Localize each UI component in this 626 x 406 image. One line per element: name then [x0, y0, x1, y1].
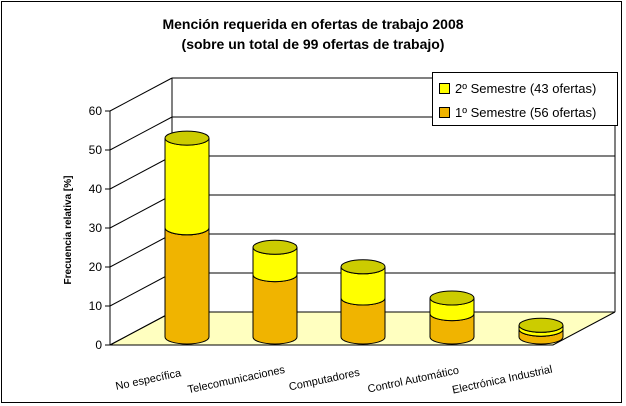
bar-top-cap	[340, 259, 386, 275]
y-tick-label: 60	[89, 104, 103, 118]
side-gridline	[109, 272, 173, 307]
y-tick-label: 0	[95, 338, 102, 352]
side-gridline	[109, 194, 173, 229]
bar-top-cap	[164, 130, 210, 146]
chart-subtitle-line: (sobre un total de 99 ofertas de trabajo…	[181, 36, 445, 52]
legend: 2º Semestre (43 ofertas) 1º Semestre (56…	[432, 72, 618, 126]
side-gridline	[109, 155, 173, 190]
legend-item-1st-semester: 1º Semestre (56 ofertas)	[439, 103, 596, 121]
y-tick-label: 30	[89, 221, 103, 235]
chart-title-line: Mención requerida en ofertas de trabajo …	[162, 16, 464, 32]
bar-top-cap	[252, 239, 298, 255]
chart-title: Mención requerida en ofertas de trabajo …	[0, 14, 626, 54]
x-tick-label: No específica	[115, 367, 184, 393]
bar-top-cap	[518, 317, 564, 333]
y-tick-label: 20	[89, 260, 103, 274]
x-tick-label: Electrónica Industrial	[451, 364, 553, 397]
side-gridline	[109, 116, 173, 151]
legend-swatch-2nd-semester	[439, 82, 450, 94]
y-tick-label: 50	[89, 143, 103, 157]
side-gridline	[109, 77, 173, 112]
bar-1st-semester	[252, 274, 298, 345]
x-tick-label: Computadores	[288, 367, 362, 394]
bar-1st-semester	[164, 227, 210, 345]
legend-label-1st-semester: 1º Semestre (56 ofertas)	[455, 104, 597, 120]
x-tick-label: Control Automático	[367, 365, 460, 396]
y-axis-label: Frecuencia relativa [%]	[63, 175, 74, 285]
y-tick-label: 10	[89, 299, 103, 313]
bar-2nd-semester	[164, 137, 210, 236]
legend-item-2nd-semester: 2º Semestre (43 ofertas)	[439, 79, 596, 97]
legend-swatch-1st-semester	[439, 106, 450, 118]
legend-label-2nd-semester: 2º Semestre (43 ofertas)	[455, 80, 597, 96]
bar-top-cap	[429, 290, 475, 306]
side-gridline	[109, 311, 173, 346]
y-tick-label: 40	[89, 182, 103, 196]
x-tick-label: Telecomunicaciones	[187, 364, 287, 396]
side-gridline	[109, 233, 173, 268]
